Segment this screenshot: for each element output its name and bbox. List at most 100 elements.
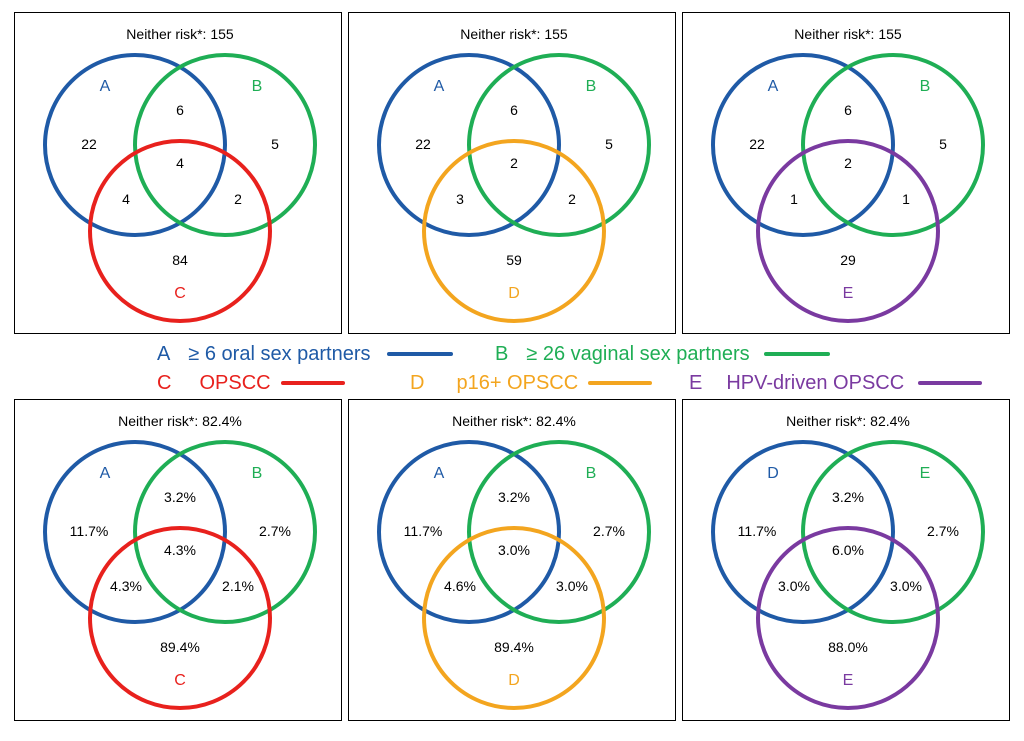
legend-item-d: D p16+ OPSCC xyxy=(410,368,653,398)
region-value-center: 6.0% xyxy=(832,542,864,558)
set-circle-bottom xyxy=(88,139,272,323)
legend-text: p16+ OPSCC xyxy=(456,371,579,394)
legend-line xyxy=(588,381,653,385)
region-value-left-bottom: 4.6% xyxy=(444,578,476,594)
panel-header: Neither risk*: 155 xyxy=(126,26,234,42)
region-value-right-only: 2.7% xyxy=(927,523,959,539)
set-label-bottom: C xyxy=(174,285,186,302)
set-circle-left xyxy=(377,440,561,624)
region-value-right-bottom: 2 xyxy=(568,191,576,207)
set-label-right: B xyxy=(252,465,263,482)
set-circle-right xyxy=(133,53,317,237)
region-value-left-only: 22 xyxy=(81,136,97,152)
set-circle-right xyxy=(801,440,985,624)
venn-panel-2: Neither risk*: 155 A B D 22 6 5 2 3 2 59 xyxy=(348,12,676,334)
region-value-right-only: 2.7% xyxy=(259,523,291,539)
set-circle-left xyxy=(711,53,895,237)
region-value-left-only: 22 xyxy=(749,136,765,152)
region-value-center: 3.0% xyxy=(498,542,530,558)
set-circle-right xyxy=(801,53,985,237)
region-value-center: 4 xyxy=(176,155,184,171)
set-label-right: E xyxy=(920,465,931,482)
region-value-bottom-only: 84 xyxy=(172,252,188,268)
set-label-right: B xyxy=(586,465,597,482)
region-value-right-bottom: 3.0% xyxy=(890,578,922,594)
set-circle-right xyxy=(467,53,651,237)
region-value-left-only: 11.7% xyxy=(70,523,109,539)
set-label-right: B xyxy=(586,78,597,95)
region-value-right-bottom: 2 xyxy=(234,191,242,207)
set-circle-bottom xyxy=(88,526,272,710)
region-value-right-only: 5 xyxy=(271,136,279,152)
set-circle-left xyxy=(711,440,895,624)
set-circle-left xyxy=(43,440,227,624)
region-value-left-only: 11.7% xyxy=(738,523,777,539)
legend-letter: C xyxy=(157,371,172,394)
region-value-left-right: 6 xyxy=(844,102,852,118)
panel-header: Neither risk*: 155 xyxy=(794,26,902,42)
legend-item-e: E HPV-driven OPSCC xyxy=(689,368,983,398)
legend-line xyxy=(280,381,345,385)
set-circle-bottom xyxy=(422,139,606,323)
region-value-left-right: 3.2% xyxy=(498,489,530,505)
region-value-left-bottom: 3 xyxy=(456,191,464,207)
set-circle-bottom xyxy=(756,139,940,323)
venn-diagram: Neither risk*: 82.4% D E E 11.7% 3.2% 2.7% 6.0%… xyxy=(711,413,985,710)
venn-diagram: Neither risk*: 82.4% A B D 11.7% 3.2% 2.7% 3.0%… xyxy=(377,413,651,710)
region-value-left-only: 11.7% xyxy=(404,523,443,539)
legend-row-2: C OPSCC D p16+ OPSCC E HPV-driven OPSCC xyxy=(0,368,1024,398)
set-label-bottom: D xyxy=(508,285,520,302)
set-circle-left xyxy=(43,53,227,237)
region-value-right-only: 5 xyxy=(939,136,947,152)
set-label-left: A xyxy=(434,78,445,95)
legend-letter: D xyxy=(410,371,425,394)
venn-panel-4: Neither risk*: 82.4% A B C 11.7% 3.2% 2.7% 4.3%… xyxy=(14,399,342,721)
legend-letter: A xyxy=(157,342,171,365)
set-circle-right xyxy=(467,440,651,624)
region-value-left-bottom: 1 xyxy=(790,191,798,207)
legend-line xyxy=(763,352,830,356)
venn-diagram: Neither risk*: 82.4% A B C 11.7% 3.2% 2.7% 4.3%… xyxy=(43,413,317,710)
venn-diagram: Neither risk*: 155 A B C 22 6 5 4 4 2 84 xyxy=(43,26,317,323)
set-label-left: A xyxy=(100,465,111,482)
legend-letter: E xyxy=(689,371,703,394)
venn-panel-1: Neither risk*: 155 A B C 22 6 5 4 4 2 84 xyxy=(14,12,342,334)
panel-header: Neither risk*: 82.4% xyxy=(452,413,576,429)
set-label-right: B xyxy=(252,78,263,95)
region-value-right-bottom: 2.1% xyxy=(222,578,254,594)
set-circle-left xyxy=(377,53,561,237)
panel-header: Neither risk*: 82.4% xyxy=(118,413,242,429)
legend-text: ≥ 26 vaginal sex partners xyxy=(526,342,750,365)
region-value-right-only: 2.7% xyxy=(593,523,625,539)
venn-diagram: Neither risk*: 155 A B E 22 6 5 2 1 1 29 xyxy=(711,26,985,323)
region-value-center: 2 xyxy=(510,155,518,171)
set-label-left: A xyxy=(768,78,779,95)
region-value-left-right: 3.2% xyxy=(832,489,864,505)
set-circle-right xyxy=(133,440,317,624)
region-value-bottom-only: 89.4% xyxy=(494,639,534,655)
region-value-left-right: 6 xyxy=(176,102,184,118)
set-label-bottom: E xyxy=(843,285,854,302)
legend-letter: B xyxy=(495,342,509,365)
set-label-bottom: C xyxy=(174,672,186,689)
legend-line xyxy=(918,381,983,385)
set-label-bottom: D xyxy=(508,672,520,689)
legend-item-a: A ≥ 6 oral sex partners xyxy=(157,339,453,369)
set-label-left: D xyxy=(767,465,779,482)
region-value-left-right: 6 xyxy=(510,102,518,118)
set-label-right: B xyxy=(920,78,931,95)
panel-header: Neither risk*: 155 xyxy=(460,26,568,42)
legend-text: OPSCC xyxy=(199,371,271,394)
legend-item-c: C OPSCC xyxy=(157,368,345,398)
region-value-center: 4.3% xyxy=(164,542,196,558)
region-value-bottom-only: 89.4% xyxy=(160,639,200,655)
region-value-bottom-only: 88.0% xyxy=(828,639,868,655)
region-value-bottom-only: 29 xyxy=(840,252,856,268)
venn-panel-5: Neither risk*: 82.4% A B D 11.7% 3.2% 2.7% 3.0%… xyxy=(348,399,676,721)
legend-row-1: A ≥ 6 oral sex partners B ≥ 26 vaginal s… xyxy=(0,339,1024,369)
region-value-bottom-only: 59 xyxy=(506,252,522,268)
set-circle-bottom xyxy=(756,526,940,710)
legend-line xyxy=(386,352,453,356)
region-value-left-bottom: 3.0% xyxy=(778,578,810,594)
region-value-left-only: 22 xyxy=(415,136,431,152)
